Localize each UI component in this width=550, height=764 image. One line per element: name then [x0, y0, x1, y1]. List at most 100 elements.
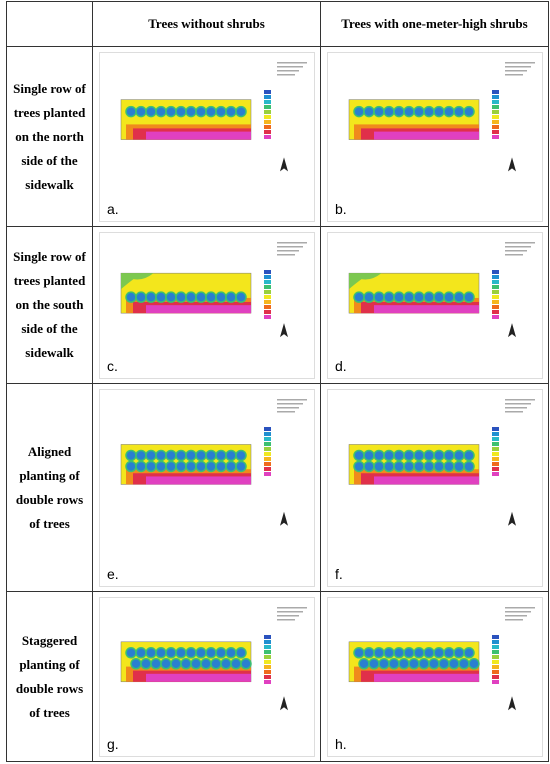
- caption-line: [504, 73, 523, 75]
- tree: [144, 449, 157, 461]
- tree: [184, 449, 197, 461]
- tree: [194, 646, 207, 659]
- tree: [169, 657, 182, 670]
- legend-swatch: [491, 279, 499, 284]
- tree: [134, 460, 147, 472]
- tree: [422, 105, 435, 117]
- tree: [422, 460, 435, 472]
- tree: [362, 449, 375, 461]
- caption-line: [504, 253, 523, 255]
- north-arrow: [507, 695, 516, 710]
- legend-swatch: [491, 129, 499, 134]
- caption-line: [504, 614, 527, 616]
- tree: [372, 460, 385, 472]
- tree: [224, 460, 237, 472]
- legend-swatch: [491, 654, 499, 659]
- tree: [224, 290, 237, 303]
- legend-swatch: [491, 461, 499, 466]
- caption-line: [504, 610, 531, 612]
- tree: [382, 449, 395, 461]
- tree: [134, 105, 147, 117]
- tree: [164, 290, 177, 303]
- caption-line: [276, 73, 295, 75]
- legend-swatch: [491, 294, 499, 299]
- image-cell: h.: [320, 591, 549, 762]
- tree: [452, 290, 465, 303]
- tree: [154, 646, 167, 659]
- tree: [377, 657, 390, 670]
- legend-swatch: [491, 89, 499, 94]
- tree: [452, 105, 465, 117]
- corner-cell: [6, 1, 93, 47]
- column-header: Trees without shrubs: [92, 1, 321, 47]
- legend-swatch: [263, 466, 271, 471]
- tree: [144, 290, 157, 303]
- hottest-band: [373, 131, 479, 140]
- tree: [392, 290, 405, 303]
- legend-swatch: [491, 471, 499, 476]
- tree: [234, 290, 247, 303]
- legend-swatch: [263, 289, 271, 294]
- legend-swatch: [263, 284, 271, 289]
- tree: [372, 105, 385, 117]
- simulation-image: e.: [98, 388, 315, 587]
- simulation-image: c.: [98, 231, 315, 379]
- tree: [362, 290, 375, 303]
- tree: [452, 646, 465, 659]
- caption-line: [276, 618, 295, 620]
- legend-swatch: [491, 664, 499, 669]
- hottest-band: [373, 673, 479, 682]
- simulation-image: f.: [326, 388, 543, 587]
- caption-line: [504, 618, 523, 620]
- tree: [352, 290, 365, 303]
- legend-swatch: [491, 649, 499, 654]
- legend-swatch: [263, 451, 271, 456]
- legend-swatch: [491, 104, 499, 109]
- table-body: Single row of trees planted on the north…: [6, 46, 549, 762]
- legend-swatch: [491, 426, 499, 431]
- row-label: Aligned planting of double rows of trees: [6, 383, 93, 592]
- tree: [204, 449, 217, 461]
- legend-swatch: [263, 269, 271, 274]
- legend-swatch: [263, 461, 271, 466]
- caption-line: [504, 606, 535, 608]
- legend-swatch: [263, 274, 271, 279]
- caption-line: [276, 398, 307, 400]
- tree: [214, 290, 227, 303]
- tree: [189, 657, 202, 670]
- tree: [392, 449, 405, 461]
- caption-line: [276, 65, 303, 67]
- tree: [124, 449, 137, 461]
- tree: [432, 449, 445, 461]
- tree: [174, 105, 187, 117]
- tree: [462, 105, 475, 117]
- tree: [154, 290, 167, 303]
- image-cell: d.: [320, 226, 549, 384]
- legend-swatch: [263, 679, 271, 684]
- tree: [462, 460, 475, 472]
- tree: [432, 290, 445, 303]
- tree: [199, 657, 212, 670]
- tree: [462, 646, 475, 659]
- tree: [174, 460, 187, 472]
- image-cell: b.: [320, 46, 549, 227]
- tree: [194, 460, 207, 472]
- hottest-band: [145, 673, 251, 682]
- legend-swatch: [491, 639, 499, 644]
- north-arrow: [279, 322, 288, 337]
- legend-swatch: [491, 99, 499, 104]
- legend-swatch: [491, 466, 499, 471]
- tree: [134, 646, 147, 659]
- table-row: Staggered planting of double rows of tre…: [6, 591, 549, 762]
- row-label: Single row of trees planted on the south…: [6, 226, 93, 384]
- image-cell: f.: [320, 383, 549, 592]
- north-arrow: [279, 156, 288, 171]
- tree: [174, 290, 187, 303]
- legend-swatch: [491, 436, 499, 441]
- legend-swatch: [491, 304, 499, 309]
- tree: [442, 460, 455, 472]
- legend-swatch: [263, 134, 271, 139]
- legend-swatch: [263, 654, 271, 659]
- tree: [234, 646, 247, 659]
- panel-letter: c.: [107, 358, 118, 374]
